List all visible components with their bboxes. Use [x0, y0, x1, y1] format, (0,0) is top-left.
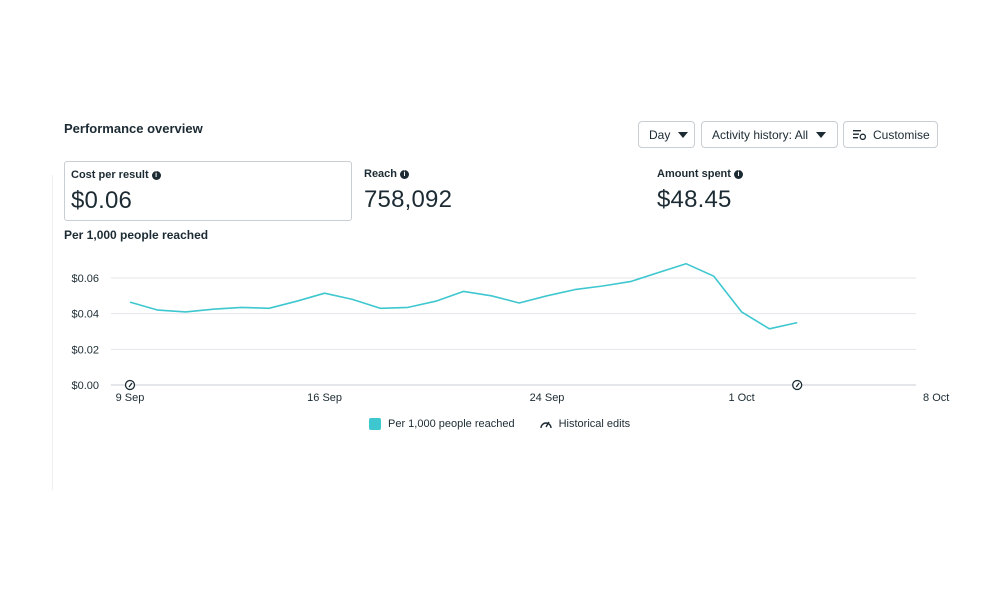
data-point: [126, 298, 134, 306]
metric-value: $0.06: [71, 187, 133, 214]
legend-item-historical-edits[interactable]: Historical edits: [539, 418, 631, 430]
data-point: [154, 306, 162, 314]
x-tick-label: 24 Sep: [530, 392, 565, 404]
metric-label: Amount spent: [657, 168, 731, 180]
info-icon[interactable]: i: [151, 170, 161, 180]
info-icon[interactable]: i: [733, 169, 743, 179]
y-tick-label: $0.06: [71, 273, 99, 285]
data-point: [738, 308, 746, 316]
activity-history-dropdown[interactable]: Activity history: All: [701, 121, 838, 148]
data-point: [460, 287, 468, 295]
data-point: [182, 308, 190, 316]
page-title: Performance overview: [64, 121, 203, 136]
day-dropdown[interactable]: Day: [638, 121, 695, 148]
metric-value: 758,092: [364, 186, 453, 213]
data-point: [321, 289, 329, 297]
metric-reach[interactable]: Reach i 758,092: [364, 168, 452, 214]
data-point: [765, 325, 773, 333]
metric-cost-per-result[interactable]: Cost per result i $0.06: [64, 161, 352, 221]
activity-history-label: Activity history: All: [712, 127, 809, 142]
historical-edit-marker: [792, 379, 803, 391]
data-point: [487, 292, 495, 300]
x-tick-label: 9 Sep: [116, 392, 145, 404]
caret-down-icon: [816, 131, 827, 138]
day-dropdown-label: Day: [649, 127, 671, 142]
data-point: [543, 292, 551, 300]
chart-legend: Per 1,000 people reached Historical edit…: [369, 418, 630, 430]
customise-button[interactable]: Customise: [843, 121, 938, 148]
historical-edit-icon: [539, 418, 553, 430]
customise-icon: [853, 129, 866, 140]
panel-divider: [52, 175, 53, 490]
series-line: [129, 262, 798, 330]
x-tick-label: 16 Sep: [307, 392, 342, 404]
data-point: [404, 303, 412, 311]
metric-label: Reach: [364, 168, 398, 180]
customise-label: Customise: [873, 127, 930, 142]
metric-amount-spent[interactable]: Amount spent i $48.45: [657, 168, 743, 214]
data-point: [599, 282, 607, 290]
data-point: [515, 299, 523, 307]
data-point: [348, 295, 356, 303]
data-point: [571, 286, 579, 294]
data-point: [237, 303, 245, 311]
data-point: [710, 272, 718, 280]
legend-series-label: Per 1,000 people reached: [388, 418, 515, 430]
legend-item-series[interactable]: Per 1,000 people reached: [369, 418, 515, 430]
legend-edits-label: Historical edits: [558, 418, 631, 430]
metric-label: Cost per result: [71, 169, 149, 181]
info-icon[interactable]: i: [400, 169, 410, 179]
data-point: [209, 305, 217, 313]
y-tick-label: $0.00: [71, 380, 99, 392]
data-point: [654, 269, 662, 277]
legend-swatch: [369, 418, 381, 430]
data-point: [682, 260, 690, 268]
chart-title: Per 1,000 people reached: [64, 228, 209, 242]
y-tick-label: $0.04: [71, 309, 99, 321]
x-tick-label: 1 Oct: [728, 392, 754, 404]
data-point: [376, 304, 384, 312]
data-point: [265, 304, 273, 312]
data-point: [793, 319, 801, 327]
data-point: [626, 278, 634, 286]
historical-edit-marker: [124, 379, 136, 391]
data-point: [293, 297, 301, 305]
y-tick-label: $0.02: [71, 344, 99, 356]
x-tick-label: 8 Oct: [923, 392, 949, 404]
metric-value: $48.45: [657, 186, 732, 213]
caret-down-icon: [678, 131, 689, 138]
data-point: [432, 297, 440, 305]
